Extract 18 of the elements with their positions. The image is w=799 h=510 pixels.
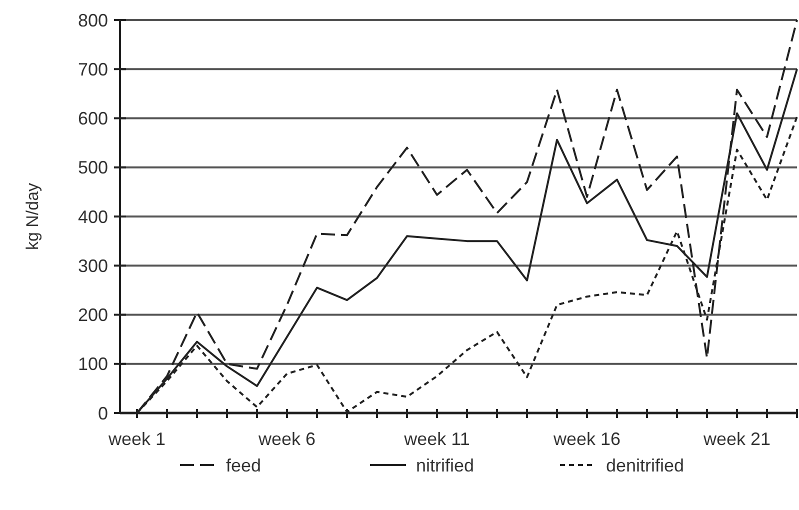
y-tick-label: 600 (78, 108, 108, 129)
legend-label: nitrified (416, 455, 474, 476)
y-tick-label: 200 (78, 305, 108, 326)
y-tick-label: 500 (78, 158, 108, 178)
x-tick-label: week 21 (702, 429, 771, 449)
x-tick-label: week 11 (403, 429, 470, 449)
x-tick-label: week 6 (257, 429, 316, 449)
y-tick-label: 800 (78, 10, 108, 30)
y-tick-label: 400 (78, 206, 108, 227)
y-tick-label: 700 (78, 59, 108, 80)
x-tick-label: week 1 (107, 429, 166, 449)
y-tick-label: 0 (98, 403, 108, 424)
legend-label: feed (226, 455, 262, 476)
legend-label: denitrified (606, 455, 684, 476)
y-tick-label: 300 (78, 256, 108, 276)
y-axis-title: kg N/day (23, 182, 42, 250)
y-tick-label: 100 (78, 354, 108, 374)
x-tick-label: week 16 (552, 429, 621, 449)
